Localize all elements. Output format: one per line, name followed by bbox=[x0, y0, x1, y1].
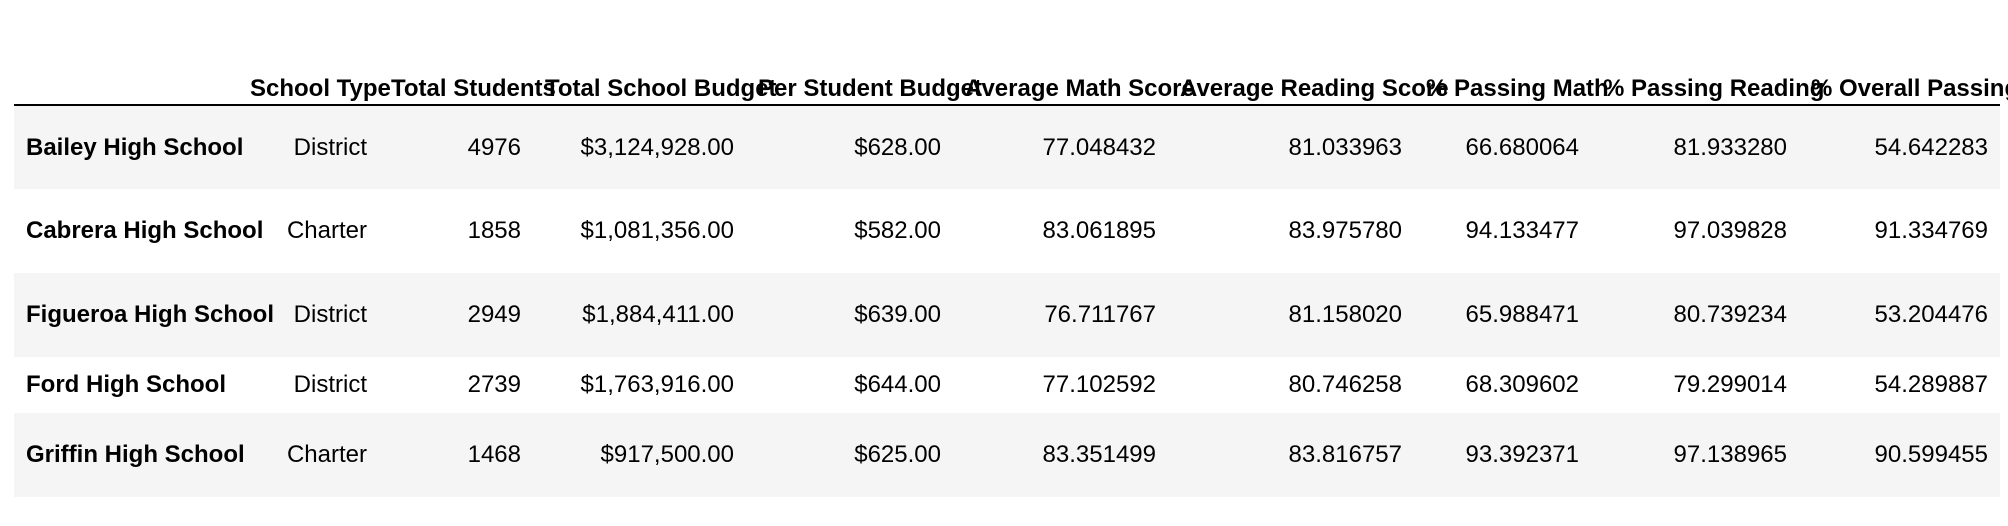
column-header-average-math-score: Average Math Score bbox=[965, 75, 1195, 102]
cell-per-student-budget: $644.00 bbox=[854, 371, 941, 398]
cell-passing-reading: 79.299014 bbox=[1673, 371, 1787, 398]
cell-overall-passing: 54.642283 bbox=[1874, 133, 1988, 161]
cell-average-reading-score: 83.816757 bbox=[1288, 441, 1402, 468]
cell-per-student-budget: $582.00 bbox=[854, 217, 941, 244]
cell-overall-passing: 90.599455 bbox=[1874, 441, 1988, 468]
cell-passing-reading: 81.933280 bbox=[1673, 133, 1787, 161]
column-header-total-students: Total Students bbox=[391, 75, 556, 102]
cell-average-math-score: 83.351499 bbox=[1042, 441, 1156, 468]
cell-passing-math: 68.309602 bbox=[1465, 371, 1579, 398]
cell-overall-passing: 53.204476 bbox=[1874, 301, 1988, 328]
header-row: School Type Total Students Total School … bbox=[14, 38, 2008, 105]
column-header-overall-passing: % Overall Passing bbox=[1811, 75, 2008, 102]
cell-average-reading-score: 81.033963 bbox=[1288, 133, 1402, 161]
cell-school-type: Charter bbox=[286, 441, 367, 468]
row-index-school-name: Figueroa High School bbox=[26, 301, 275, 328]
cell-passing-math: 66.680064 bbox=[1465, 133, 1579, 161]
cell-total-students: 1468 bbox=[467, 441, 521, 468]
cell-per-student-budget: $625.00 bbox=[854, 441, 941, 468]
table-row: Bailey High School District 4976 $3,124,… bbox=[14, 105, 2000, 189]
cell-school-type: District bbox=[293, 301, 367, 328]
cell-passing-math: 65.988471 bbox=[1465, 301, 1579, 328]
table-row: Griffin High School Charter 1468 $917,50… bbox=[14, 413, 2000, 497]
row-index-school-name: Cabrera High School bbox=[26, 217, 264, 244]
column-header-per-student-budget: Per Student Budget bbox=[758, 75, 983, 102]
cell-school-type: District bbox=[293, 371, 367, 398]
cell-total-school-budget: $917,500.00 bbox=[600, 441, 734, 468]
column-header-index bbox=[14, 38, 238, 105]
cell-average-math-score: 83.061895 bbox=[1042, 217, 1156, 244]
row-index-school-name: Ford High School bbox=[26, 371, 226, 398]
cell-total-students: 2949 bbox=[467, 301, 521, 328]
dataframe-output: School Type Total Students Total School … bbox=[14, 38, 2008, 497]
table-row: Figueroa High School District 2949 $1,88… bbox=[14, 273, 2000, 357]
cell-per-student-budget: $628.00 bbox=[854, 133, 941, 161]
cell-passing-math: 94.133477 bbox=[1465, 217, 1579, 244]
cell-passing-math: 93.392371 bbox=[1465, 441, 1579, 468]
cell-total-students: 1858 bbox=[467, 217, 521, 244]
cell-total-students: 4976 bbox=[467, 133, 521, 161]
cell-passing-reading: 97.039828 bbox=[1673, 217, 1787, 244]
cell-school-type: District bbox=[293, 133, 367, 161]
cell-total-students: 2739 bbox=[467, 371, 521, 398]
cell-average-math-score: 77.048432 bbox=[1042, 133, 1156, 161]
cell-total-school-budget: $1,081,356.00 bbox=[580, 217, 734, 244]
school-summary-table: School Type Total Students Total School … bbox=[14, 38, 2008, 497]
cell-overall-passing: 91.334769 bbox=[1874, 217, 1988, 244]
cell-passing-reading: 80.739234 bbox=[1673, 301, 1787, 328]
column-header-average-reading-score: Average Reading Score bbox=[1180, 75, 1449, 102]
column-header-passing-reading: % Passing Reading bbox=[1603, 75, 1825, 102]
cell-total-school-budget: $3,124,928.00 bbox=[580, 133, 734, 161]
row-index-school-name: Griffin High School bbox=[26, 441, 245, 468]
cell-overall-passing: 54.289887 bbox=[1874, 371, 1988, 398]
cell-average-math-score: 76.711767 bbox=[1044, 301, 1156, 328]
column-header-passing-math: % Passing Math bbox=[1426, 75, 1609, 102]
row-index-school-name: Bailey High School bbox=[26, 133, 244, 161]
cell-passing-reading: 97.138965 bbox=[1673, 441, 1787, 468]
cell-school-type: Charter bbox=[286, 217, 367, 244]
cell-total-school-budget: $1,884,411.00 bbox=[582, 301, 734, 328]
column-header-school-type: School Type bbox=[250, 75, 391, 102]
cell-per-student-budget: $639.00 bbox=[854, 301, 941, 328]
table-row: Cabrera High School Charter 1858 $1,081,… bbox=[14, 189, 2000, 273]
cell-average-math-score: 77.102592 bbox=[1042, 371, 1156, 398]
table-row: Ford High School District 2739 $1,763,91… bbox=[14, 357, 2000, 413]
column-header-total-school-budget: Total School Budget bbox=[545, 75, 777, 102]
cell-average-reading-score: 83.975780 bbox=[1288, 217, 1402, 244]
cell-average-reading-score: 81.158020 bbox=[1288, 301, 1402, 328]
cell-average-reading-score: 80.746258 bbox=[1288, 371, 1402, 398]
cell-total-school-budget: $1,763,916.00 bbox=[580, 371, 734, 398]
